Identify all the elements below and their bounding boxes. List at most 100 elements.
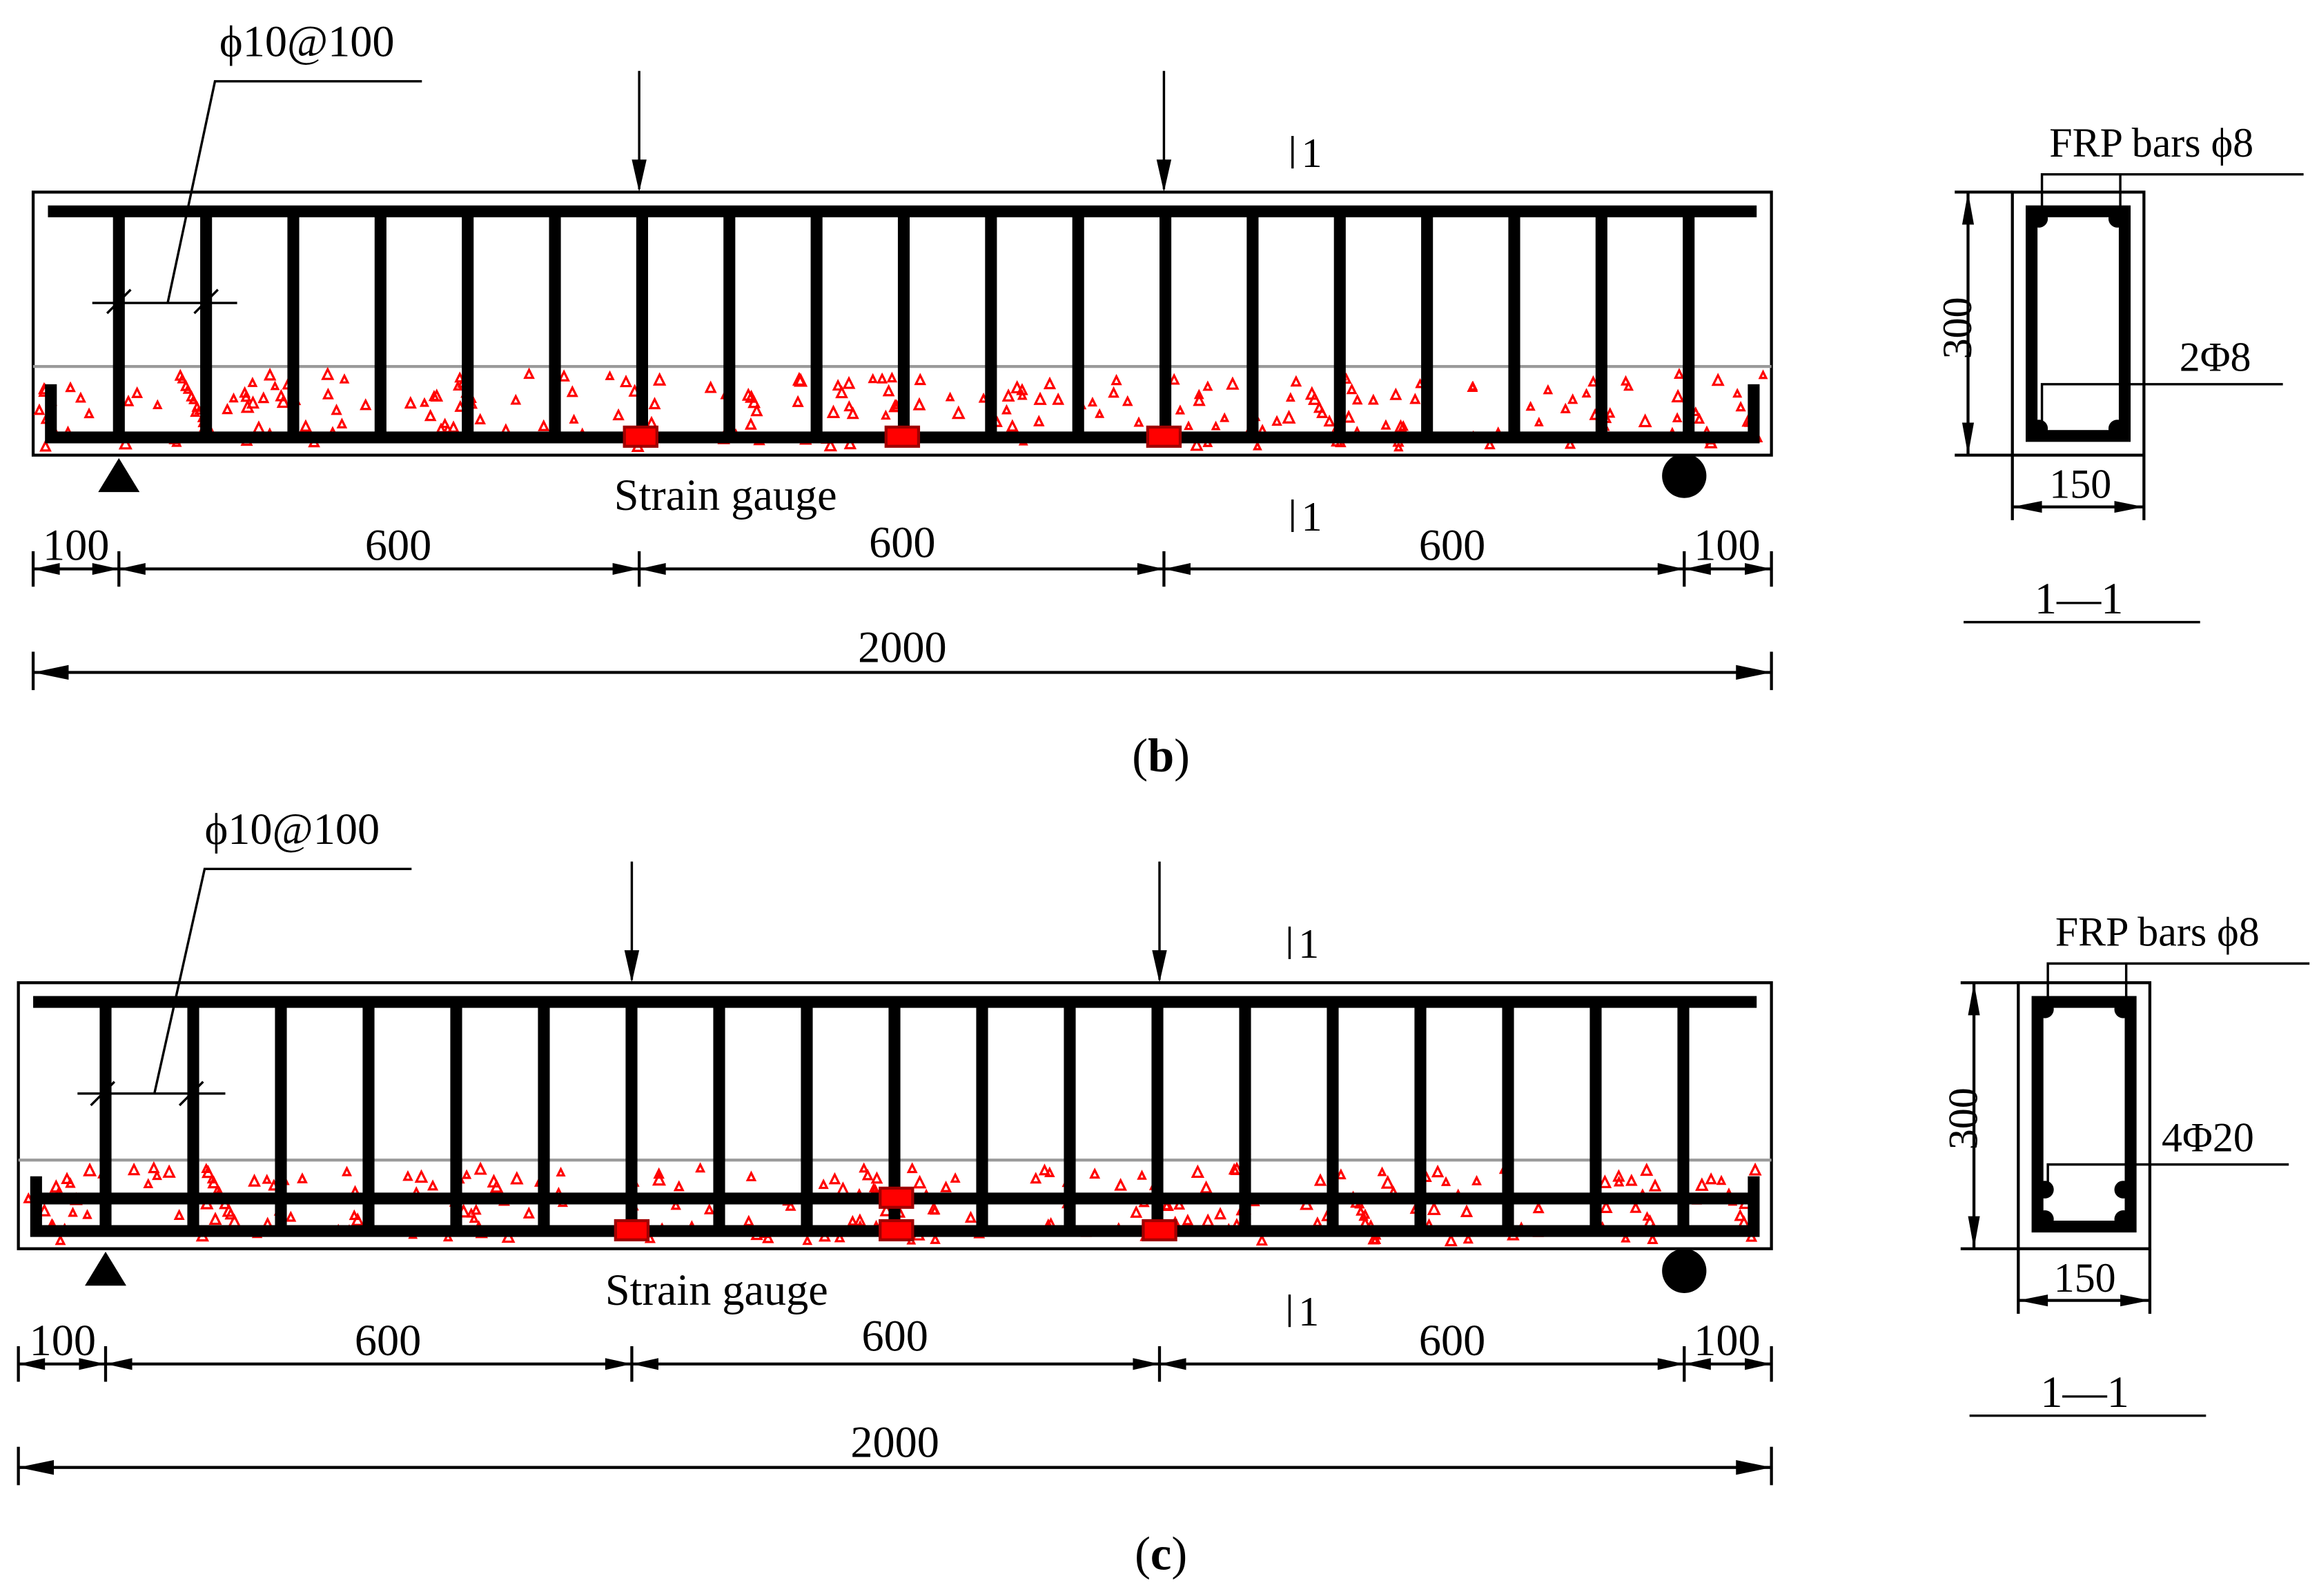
concrete-speck (349, 1209, 360, 1221)
section-bar-label: FRP bars ϕ8 (2049, 120, 2253, 166)
concrete-speck (173, 1208, 185, 1220)
concrete-speck (1313, 1173, 1327, 1186)
concrete-speck (414, 1169, 429, 1183)
stirrup-callout: ϕ10@100 (92, 17, 422, 315)
concrete-speck (247, 376, 258, 387)
concrete-speck (522, 1206, 535, 1219)
concrete-speck (470, 1203, 482, 1215)
concrete-speck (424, 408, 437, 422)
concrete-speck (881, 409, 891, 420)
concrete-speck (1110, 373, 1122, 386)
concrete-speck (122, 394, 135, 406)
concrete-speck (859, 1162, 870, 1173)
concrete-speck (68, 1206, 78, 1217)
concrete-speck (489, 1179, 504, 1193)
concrete-speck (262, 1174, 272, 1184)
stirrups (99, 1002, 1690, 1232)
concrete-speck (404, 395, 417, 409)
concrete-speck (127, 1162, 141, 1176)
concrete-speck (1711, 373, 1725, 386)
concrete-speck (39, 439, 52, 452)
concrete-speck (188, 394, 199, 404)
concrete-speck (228, 392, 239, 403)
concrete-speck (270, 380, 280, 391)
load-arrow-left (624, 861, 640, 983)
pin-support-icon (85, 1251, 126, 1286)
concrete-speck (1605, 407, 1616, 418)
pin-support-icon (98, 457, 140, 493)
concrete-speck (83, 1162, 97, 1176)
concrete-speck (322, 387, 334, 400)
concrete-speck (148, 1161, 160, 1174)
section-bottom-label: 4Φ20 (2162, 1114, 2254, 1160)
strain-gauge (614, 1219, 650, 1241)
concrete-speck (1640, 1162, 1654, 1176)
dimension-chain: 100 600 600 600 100 (31, 518, 1773, 587)
concrete-speck (842, 375, 856, 389)
stirrup-callout: ϕ10@100 (77, 805, 412, 1107)
concrete-speck (1621, 1232, 1631, 1243)
concrete-speck (1108, 386, 1119, 398)
concrete-speck (1175, 404, 1186, 415)
concrete-speck (1587, 375, 1599, 387)
concrete-speck (208, 1212, 222, 1225)
dim-label: 600 (1419, 521, 1485, 570)
total-length-dimension: 2000 (31, 622, 1773, 691)
concrete-speck (1323, 414, 1335, 427)
concrete-speck (1006, 419, 1019, 432)
concrete-speck (1043, 376, 1057, 390)
concrete-speck (257, 391, 270, 404)
concrete-speck (1758, 369, 1768, 380)
concrete-speck (930, 1204, 940, 1215)
concrete-speck (802, 1234, 813, 1245)
concrete-speck (612, 408, 625, 421)
concrete-speck (1307, 391, 1322, 405)
concrete-speck (420, 397, 429, 407)
concrete-speck (538, 419, 550, 431)
concrete-speck (1168, 373, 1180, 385)
concrete-speck (835, 385, 848, 399)
concrete-speck (1200, 1180, 1213, 1194)
concrete-speck (1716, 1174, 1727, 1185)
concrete-speck (462, 1169, 472, 1179)
concrete-speck (473, 1161, 487, 1175)
total-length-label: 2000 (858, 622, 947, 671)
concrete-speck (695, 1162, 706, 1173)
concrete-speck (1734, 1208, 1747, 1221)
concrete-speck (1427, 1201, 1441, 1215)
strain-gauge (1142, 1219, 1177, 1241)
panel-c: ϕ10@100 1 1 Strain gauge (17, 805, 2310, 1579)
concrete-speck (785, 1199, 796, 1211)
concrete-speck (1220, 412, 1230, 422)
concrete-speck (1316, 406, 1329, 418)
section-bar-label: FRP bars ϕ8 (2055, 909, 2260, 955)
strain-gauge (884, 425, 921, 448)
concrete-speck (1642, 1211, 1652, 1221)
concrete-speck (252, 420, 266, 434)
concrete-speck (870, 1183, 881, 1194)
concrete-speck (360, 398, 372, 411)
concrete-speck (1137, 1170, 1147, 1180)
dimension-chain: 100 600 600 600 100 (17, 1311, 1773, 1382)
concrete-speck (1228, 1163, 1240, 1175)
concrete-speck (1393, 419, 1408, 433)
concrete-speck (1356, 1205, 1366, 1216)
concrete-speck (82, 1209, 92, 1219)
concrete-speck (1001, 404, 1012, 415)
concrete-speck (792, 395, 804, 407)
concrete-speck (152, 1170, 162, 1181)
concrete-speck (1271, 415, 1282, 426)
concrete-speck (951, 405, 966, 420)
concrete-speck (1342, 409, 1356, 423)
concrete-speck (1367, 393, 1379, 405)
concrete-speck (1184, 420, 1193, 431)
concrete-speck (950, 1172, 961, 1183)
concrete-speck (828, 1172, 841, 1185)
concrete-speck (297, 1172, 308, 1183)
concrete-speck (1255, 1233, 1268, 1246)
concrete-speck (1282, 409, 1296, 424)
concrete-speck (1625, 1173, 1638, 1186)
concrete-speck (1748, 1162, 1762, 1176)
concrete-speck (1567, 393, 1578, 404)
